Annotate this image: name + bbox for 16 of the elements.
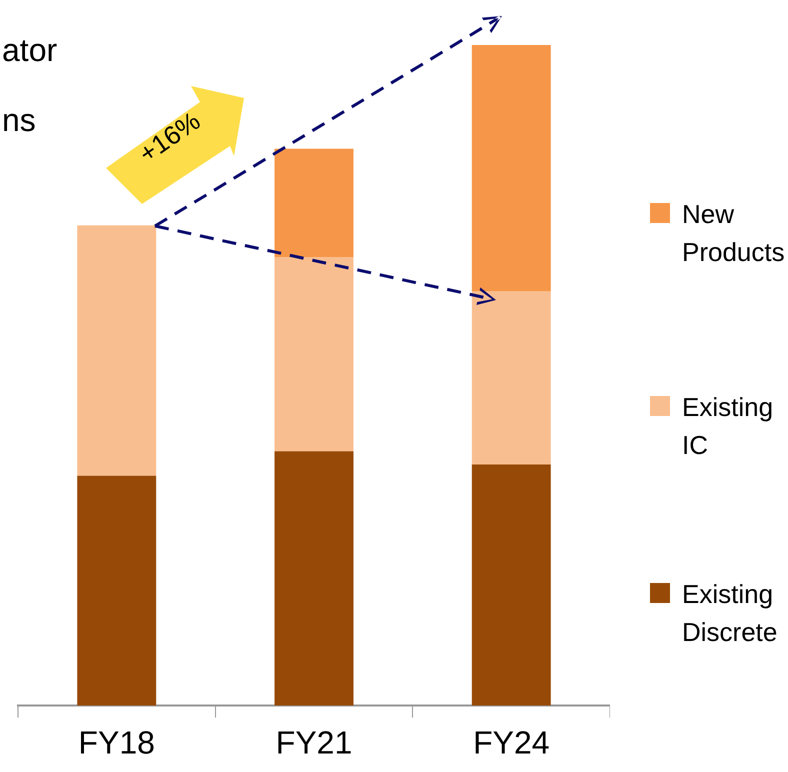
annotation: ator <box>2 32 58 69</box>
legend-label: New Products <box>682 198 786 269</box>
bar <box>274 451 354 706</box>
bar <box>472 45 551 292</box>
bar <box>274 257 354 452</box>
bar <box>274 148 354 258</box>
bar <box>77 225 156 476</box>
x-tick-label: FY18 <box>78 724 155 761</box>
bar <box>472 464 551 706</box>
bar <box>77 476 156 706</box>
x-tick-label: FY24 <box>473 724 550 761</box>
x-tick-label: FY21 <box>276 724 352 761</box>
bar <box>472 291 551 464</box>
legend-label: Existing Discrete <box>682 578 778 649</box>
legend-label: Existing IC <box>682 391 774 462</box>
annotation: ns <box>2 102 36 139</box>
